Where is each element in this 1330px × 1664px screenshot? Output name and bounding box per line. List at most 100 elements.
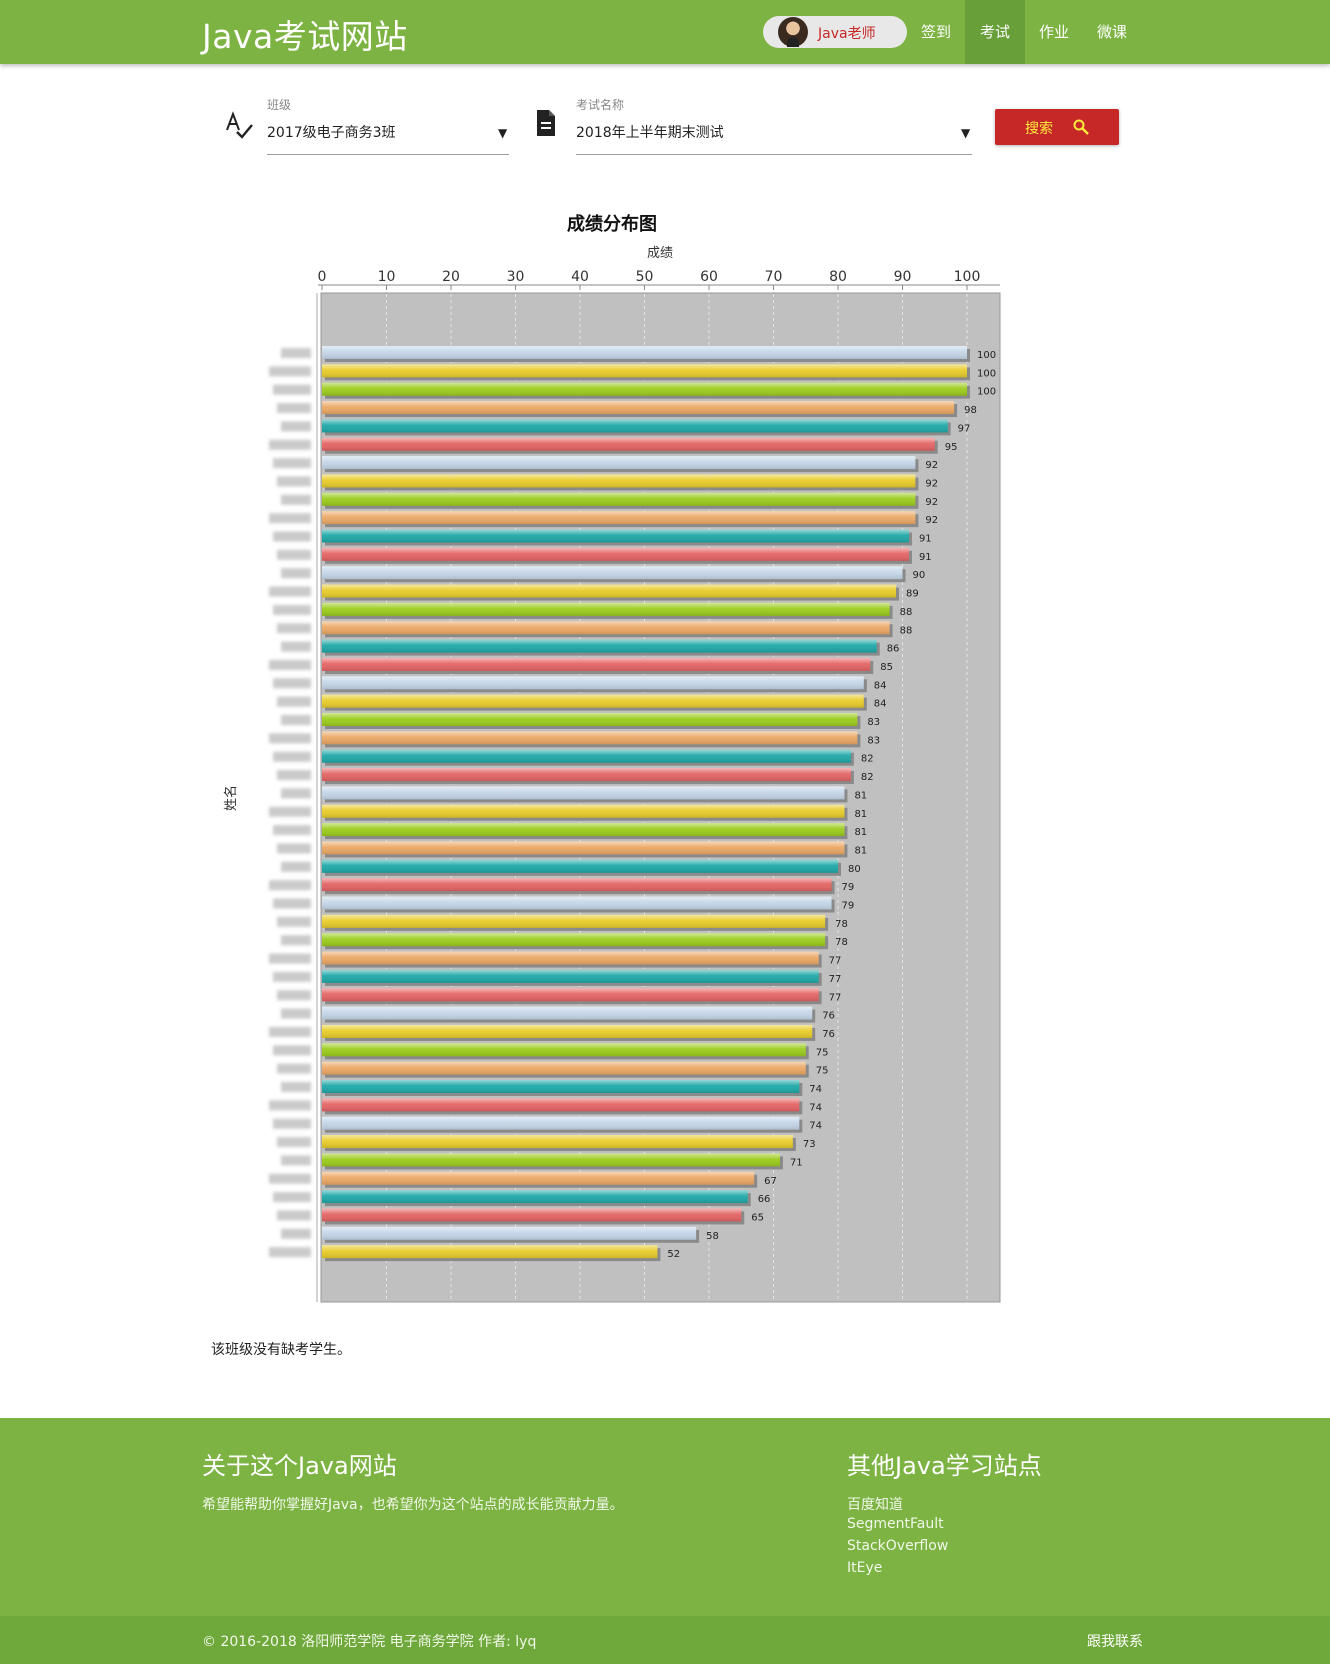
bar-highlight (322, 951, 819, 965)
bar-highlight (322, 914, 826, 928)
bar-value-label: 77 (829, 992, 842, 1003)
bar-highlight (322, 713, 858, 726)
contact-link[interactable]: 跟我联系 (1087, 1634, 1143, 1650)
bar-highlight (322, 1024, 813, 1038)
bar-value-label: 100 (977, 368, 996, 379)
bar-value-label: 79 (842, 882, 855, 893)
blurred-name-label (281, 1228, 311, 1239)
bar-highlight (322, 492, 916, 506)
bar-value-label: 76 (822, 1011, 835, 1022)
nav-item-exam[interactable]: 考试 (965, 0, 1026, 64)
bar-value-label: 92 (925, 460, 938, 471)
bar-value-label: 73 (803, 1139, 816, 1150)
x-tick-label: 90 (894, 269, 912, 285)
bar-value-label: 92 (925, 497, 938, 508)
blurred-name-label (277, 623, 311, 634)
bar-highlight (322, 859, 838, 873)
footer-link-segmentfault[interactable]: SegmentFault (847, 1516, 944, 1532)
blurred-name-label (277, 843, 311, 854)
user-chip[interactable]: Java老师 (763, 16, 907, 48)
bar-value-label: 84 (874, 680, 887, 691)
bar-value-label: 88 (900, 607, 913, 618)
blurred-name-label (269, 366, 311, 377)
chevron-down-icon: ▼ (498, 126, 508, 140)
blurred-name-label (273, 825, 311, 836)
class-label: 班级 (267, 98, 292, 112)
blurred-name-label (281, 421, 311, 432)
bar-value-label: 58 (706, 1231, 719, 1242)
blurred-name-label (277, 770, 311, 781)
bar-value-label: 74 (809, 1084, 822, 1095)
blurred-name-label (269, 1100, 311, 1111)
blurred-name-label (269, 880, 311, 891)
x-tick-label: 10 (378, 269, 396, 285)
blurred-name-label (277, 403, 311, 414)
blurred-name-label (281, 1082, 311, 1092)
blurred-name-label (273, 1118, 311, 1129)
footer-link-baidu[interactable]: 百度知道 (847, 1497, 903, 1513)
bar-highlight (322, 1226, 697, 1240)
search-button[interactable]: 搜索 (995, 109, 1119, 145)
bar-value-label: 52 (667, 1249, 680, 1260)
bar-value-label: 80 (848, 864, 861, 875)
blurred-name-label (269, 1026, 311, 1037)
chart-title: 成绩分布图 (567, 213, 657, 235)
bar-highlight (322, 731, 858, 745)
blurred-name-label (273, 604, 311, 615)
bar-highlight (322, 456, 916, 470)
bar-value-label: 95 (945, 442, 958, 453)
x-tick-label: 20 (442, 269, 460, 285)
bar-highlight (322, 364, 967, 378)
footer-link-iteye[interactable]: ItEye (847, 1560, 883, 1576)
bar-value-label: 81 (854, 790, 867, 801)
blurred-name-label (269, 733, 311, 744)
spellcheck-icon (226, 111, 253, 139)
blurred-name-label (281, 788, 311, 799)
blurred-name-label (277, 549, 311, 560)
blurred-name-label (273, 1045, 311, 1056)
bar-value-label: 100 (977, 350, 996, 361)
bar-highlight (322, 529, 909, 543)
bar-highlight (322, 786, 845, 800)
bar-highlight (322, 419, 948, 433)
bar-highlight (322, 676, 864, 690)
bar-highlight (322, 1190, 748, 1204)
blurred-name-label (269, 1173, 311, 1184)
main-nav: 签到 考试 作业 微课 (907, 0, 1141, 64)
bar-value-label: 75 (816, 1047, 829, 1058)
bar-highlight (322, 437, 935, 451)
nav-item-checkin[interactable]: 签到 (921, 23, 952, 41)
bar-highlight (322, 1098, 800, 1112)
class-underline (267, 154, 509, 155)
bar-value-label: 81 (854, 827, 867, 838)
bar-highlight (322, 841, 845, 855)
bar-highlight (322, 382, 967, 396)
user-name: Java老师 (818, 26, 876, 42)
bar-highlight (322, 621, 890, 635)
user-avatar-icon (778, 17, 808, 47)
blurred-name-label (273, 898, 311, 909)
bar-value-label: 82 (861, 772, 874, 783)
bar-value-label: 100 (977, 387, 996, 398)
bar-highlight (322, 768, 851, 782)
x-tick-label: 40 (571, 269, 589, 285)
x-tick-label: 70 (765, 269, 783, 285)
blurred-name-label (281, 715, 311, 725)
bar-value-label: 65 (751, 1212, 764, 1223)
nav-item-homework[interactable]: 作业 (1039, 23, 1070, 41)
x-tick-label: 80 (829, 269, 847, 285)
bar-highlight (322, 896, 832, 910)
blurred-name-label (277, 696, 311, 707)
site-brand[interactable]: Java考试网站 (202, 17, 408, 56)
bar-value-label: 91 (919, 552, 932, 563)
bar-value-label: 78 (835, 919, 848, 930)
blurred-name-label (277, 1137, 311, 1148)
bar-value-label: 74 (809, 1102, 822, 1113)
blurred-name-label (281, 935, 311, 946)
footer-link-stackoverflow[interactable]: StackOverflow (847, 1538, 949, 1554)
blurred-name-label (273, 1192, 311, 1203)
nav-item-microlesson[interactable]: 微课 (1097, 23, 1128, 41)
bar-value-label: 83 (867, 717, 880, 728)
footer-about-desc: 希望能帮助你掌握好Java，也希望你为这个站点的成长能贡献力量。 (202, 1497, 624, 1513)
bar-value-label: 85 (880, 662, 893, 673)
